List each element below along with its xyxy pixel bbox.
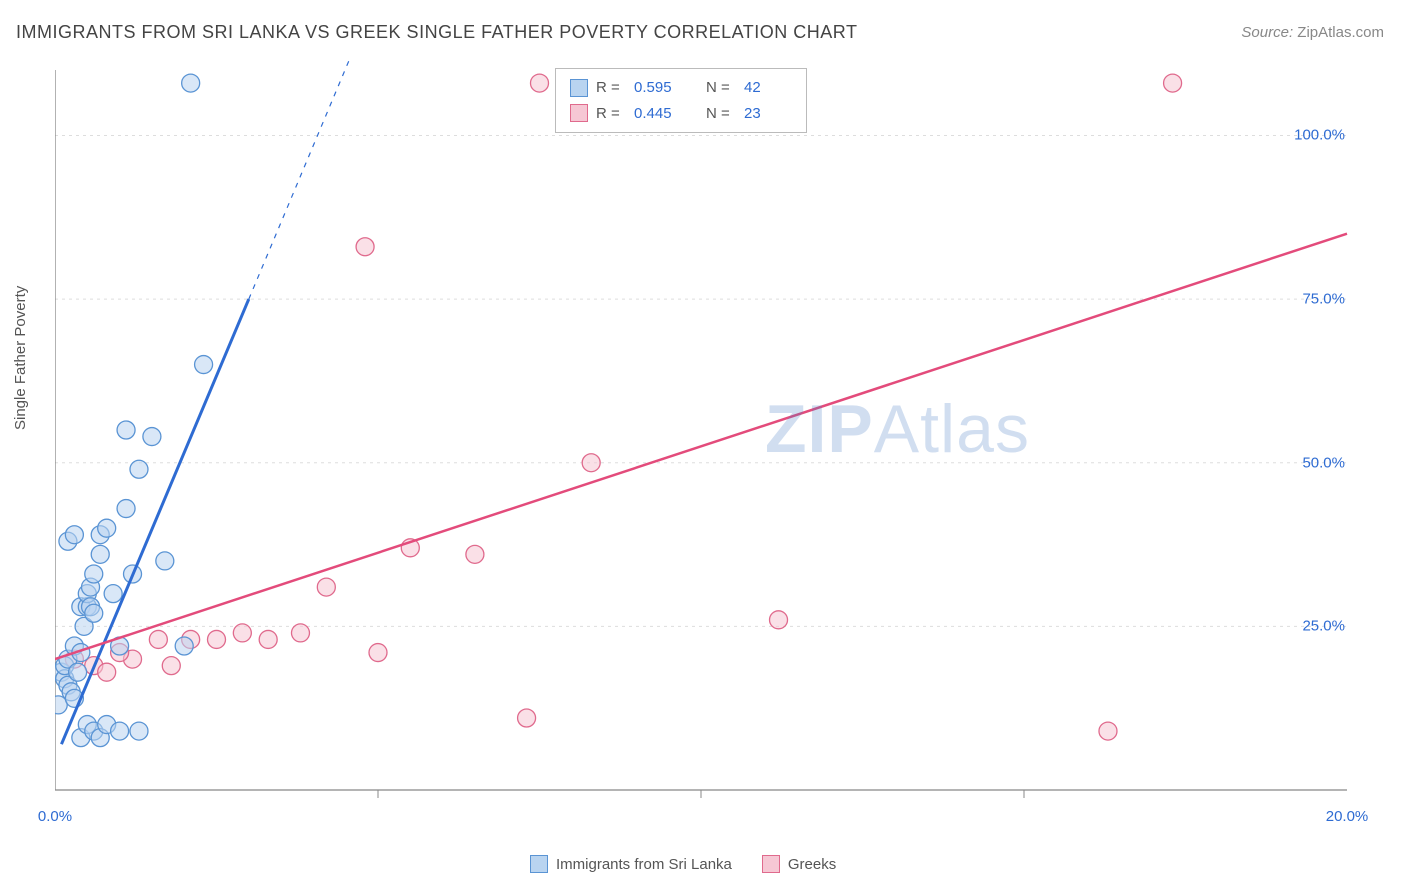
- bottom-legend-label: Greeks: [788, 856, 836, 873]
- legend-swatch: [762, 855, 780, 873]
- x-tick-label: 0.0%: [38, 808, 72, 825]
- y-tick-label: 75.0%: [1302, 291, 1345, 308]
- legend-r-value: 0.595: [634, 75, 682, 101]
- stats-legend: R = 0.595 N = 42 R = 0.445 N = 23: [555, 68, 807, 133]
- source-value: ZipAtlas.com: [1297, 24, 1384, 41]
- y-tick-label: 100.0%: [1294, 127, 1345, 144]
- legend-n-label: N =: [706, 101, 736, 127]
- bottom-legend-item: Immigrants from Sri Lanka: [530, 855, 732, 873]
- bottom-legend-label: Immigrants from Sri Lanka: [556, 856, 732, 873]
- legend-r-label: R =: [596, 75, 626, 101]
- bottom-legend-item: Greeks: [762, 855, 836, 873]
- y-tick-label: 50.0%: [1302, 454, 1345, 471]
- stats-legend-row: R = 0.445 N = 23: [570, 101, 792, 127]
- legend-swatch: [570, 79, 588, 97]
- legend-n-value: 42: [744, 75, 792, 101]
- stats-legend-row: R = 0.595 N = 42: [570, 75, 792, 101]
- y-tick-label: 25.0%: [1302, 618, 1345, 635]
- scatter-chart-svg: [55, 60, 1375, 830]
- source-label: Source:: [1241, 24, 1293, 41]
- x-tick-label: 20.0%: [1326, 808, 1369, 825]
- legend-n-label: N =: [706, 75, 736, 101]
- legend-r-value: 0.445: [634, 101, 682, 127]
- legend-swatch: [570, 104, 588, 122]
- chart-title: IMMIGRANTS FROM SRI LANKA VS GREEK SINGL…: [16, 22, 857, 43]
- legend-swatch: [530, 855, 548, 873]
- source-attribution: Source: ZipAtlas.com: [1241, 24, 1384, 41]
- plot-area: ZIPAtlas R =0.595N =42R =0.445N =23 25.0…: [55, 60, 1375, 830]
- legend-n-value: 23: [744, 101, 792, 127]
- bottom-legend: Immigrants from Sri Lanka Greeks: [530, 855, 836, 873]
- legend-r-label: R =: [596, 101, 626, 127]
- y-axis-label: Single Father Poverty: [12, 286, 29, 430]
